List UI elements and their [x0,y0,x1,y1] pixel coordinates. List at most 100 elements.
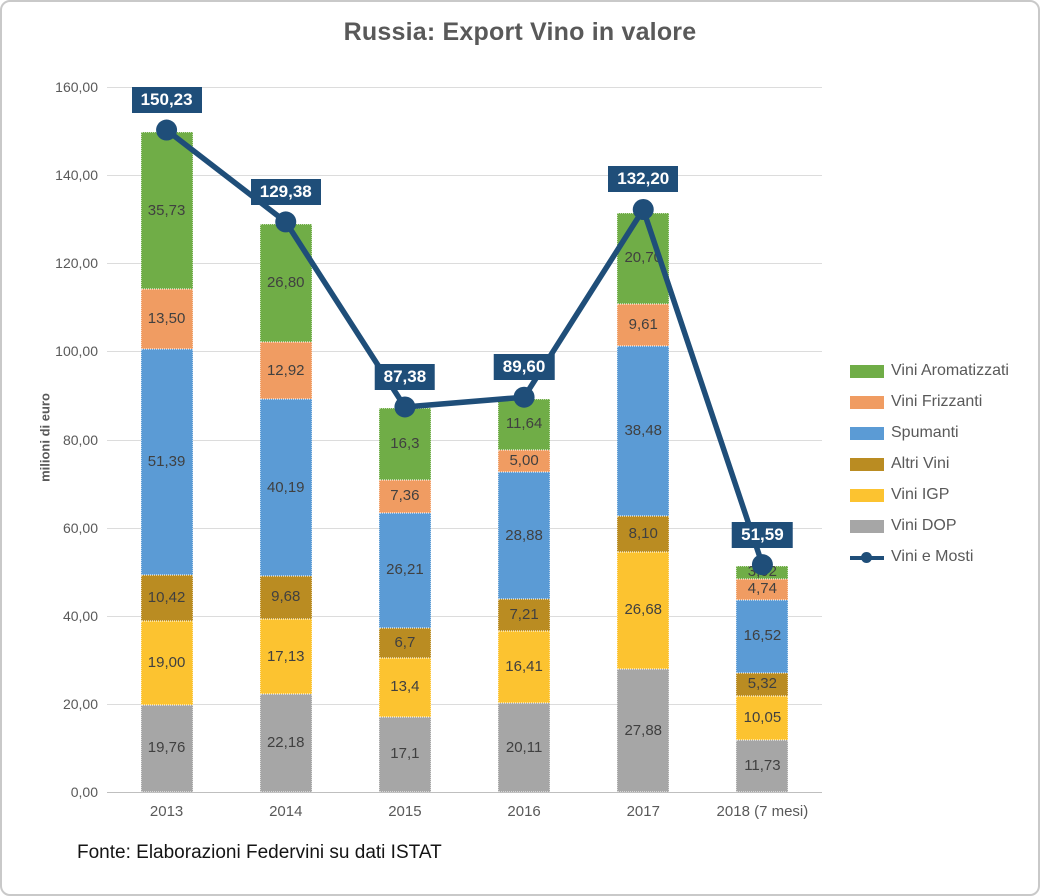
legend-item-vini-aromatizzati: Vini Aromatizzati [850,362,1009,380]
bar-value-label: 16,3 [390,435,420,453]
y-tick-label: 160,00 [55,79,98,95]
y-tick-label: 140,00 [55,167,98,184]
legend-item-vini-e-mosti: Vini e Mosti [850,548,1009,566]
bar-segment-vini-frizzanti [378,480,431,513]
gridline [107,527,822,529]
bar-segment-spumanti [736,599,789,673]
bar-value-label: 11,73 [744,757,781,775]
y-tick-label: 80,00 [62,431,98,448]
total-label: 89,60 [493,354,555,381]
bar-value-label: 26,21 [386,561,424,579]
bar-segment-spumanti [140,348,193,576]
bar-value-label: 7,21 [509,606,539,624]
bar-segment-vini-aromatizzati [259,224,312,343]
bar-segment-vini-frizzanti [498,450,551,473]
bar-segment-vini-dop [378,716,431,792]
bar-segment-spumanti [498,472,551,600]
bar-value-label: 20,11 [505,738,543,756]
bar-value-label: 40,19 [266,478,305,496]
line-legend-swatch [850,551,884,564]
bar-segment-vini-dop [736,740,789,792]
source-note: Fonte: Elaborazioni Federvini su dati IS… [77,842,442,863]
bar-segment-vini-igp [498,631,551,704]
legend-label: Vini Aromatizzati [891,362,1009,379]
bar-value-label: 19,00 [147,654,186,672]
bar-value-label: 17,13 [266,647,305,665]
legend-item-altri-vini: Altri Vini [850,455,1009,473]
gridline [107,351,822,353]
y-tick-label: 60,00 [62,519,98,536]
legend-label: Vini DOP [891,517,957,534]
bar-segment-vini-igp [378,657,431,717]
bar-segment-vini-aromatizzati [140,131,193,290]
total-label: 51,59 [732,521,793,548]
y-tick-label: 0,00 [70,784,98,800]
bar-value-label: 26,68 [624,601,663,619]
data-point [751,554,773,576]
total-label: 150,23 [131,87,202,114]
bar-segment-altri-vini [498,599,551,632]
bar-value-label: 51,39 [147,453,186,471]
gridline [107,615,822,617]
bar-segment-altri-vini [736,672,789,697]
bar-value-label: 9,68 [271,588,301,606]
x-axis-line [107,792,822,793]
x-axis-label: 2015 [388,803,422,820]
bar-segment-vini-dop [498,703,551,792]
gridline [107,439,822,441]
x-axis-label: 2016 [507,803,541,820]
bar-segment-vini-frizzanti [259,342,312,400]
bar-value-label: 28,88 [505,526,543,544]
trend-line [164,127,766,566]
legend-label: Vini IGP [891,486,950,503]
legend-item-vini-igp: Vini IGP [850,486,1009,504]
bar-value-label: 11,64 [505,415,543,433]
bar-segment-vini-igp [736,696,789,741]
bar-value-label: 10,05 [743,709,782,727]
legend-line-dot [861,551,872,563]
bar-value-label: 7,36 [390,487,420,505]
legend-item-spumanti: Spumanti [850,424,1009,442]
bar-segment-spumanti [617,346,670,516]
bar-segment-vini-frizzanti [736,578,789,600]
bar-value-label: 17,1 [390,745,420,763]
data-point [275,211,297,233]
total-label: 132,20 [608,166,679,193]
data-point [156,119,178,141]
bar-value-label: 27,88 [624,721,663,739]
bar-segment-vini-igp [140,621,193,705]
legend: Vini Aromatizzati Vini Frizzanti Spumanti A… [850,362,1009,566]
bar-value-label: 8,10 [628,524,658,542]
bar-segment-vini-aromatizzati [378,408,431,481]
data-point [513,386,535,408]
bar-segment-altri-vini [140,575,193,622]
legend-swatch [850,519,884,533]
x-axis-label: 2018 (7 mesi) [716,803,809,820]
legend-item-vini-dop: Vini DOP [850,517,1009,535]
gridline [107,87,822,88]
bar-value-label: 13,4 [390,678,420,696]
bar-value-label: 4,74 [747,580,777,598]
bar-value-label: 12,92 [266,361,305,379]
bar-value-label: 5,32 [747,675,777,693]
legend-item-vini-frizzanti: Vini Frizzanti [850,393,1009,411]
bar-value-label: 19,76 [147,739,186,757]
bar-value-label: 6,7 [394,633,416,651]
y-tick-label: 40,00 [62,607,98,624]
legend-swatch [850,457,884,471]
bar-segment-vini-frizzanti [617,304,670,347]
bar-value-label: 9,61 [628,316,658,334]
bar-segment-vini-igp [617,551,670,670]
legend-swatch [850,364,884,378]
data-point [394,396,416,418]
legend-swatch [850,395,884,409]
y-tick-label: 100,00 [55,343,98,360]
y-tick-label: 20,00 [62,695,98,712]
chart-title: Russia: Export Vino in valore [343,18,697,46]
bar-value-label: 16,41 [505,658,543,676]
legend-label: Altri Vini [891,455,950,472]
total-label: 87,38 [374,363,436,390]
bar-value-label: 13,50 [147,310,186,328]
bar-segment-vini-igp [259,618,312,695]
